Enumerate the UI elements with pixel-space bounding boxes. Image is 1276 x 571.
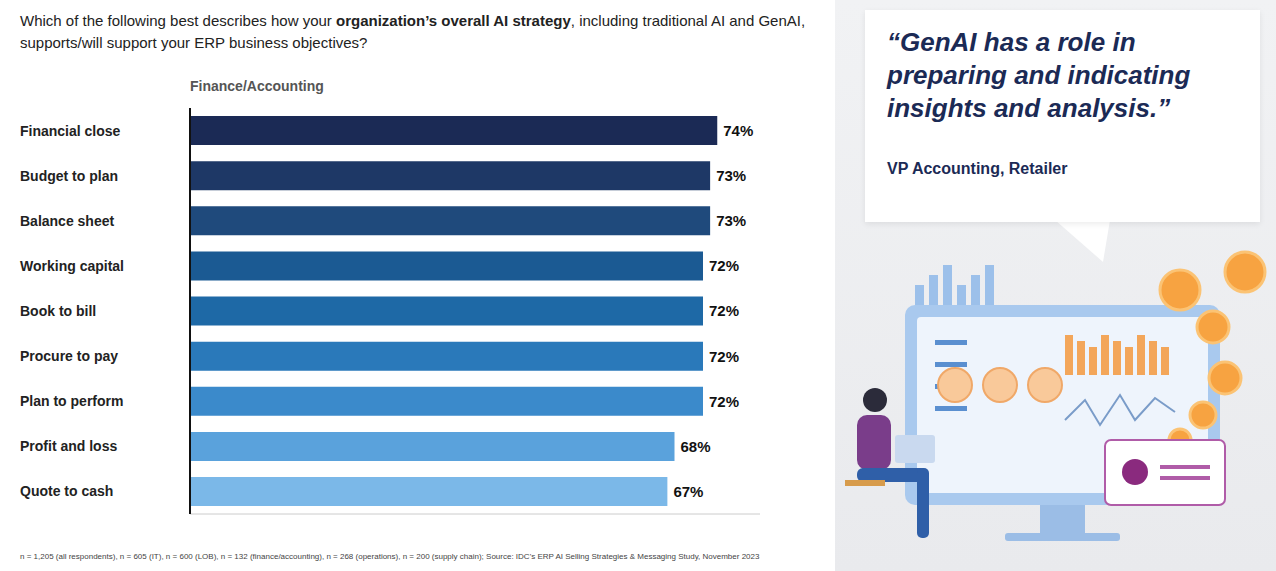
- html-text:“GenAI has a role in preparing: “GenAI has a role in preparing and indic…: [887, 27, 1191, 123]
- html-text:VP Accounting, Retailer: VP Accounting, Retailer: [887, 160, 1068, 177]
- svg-text:Plan to perform: Plan to perform: [20, 393, 123, 409]
- html-text:n = 1,205 (all respondents), n: n = 1,205 (all respondents), n = 605 (IT…: [20, 552, 760, 561]
- html-text:Finance/Accounting: Finance/Accounting: [190, 78, 324, 94]
- svg-text:Procure to pay: Procure to pay: [20, 348, 118, 364]
- svg-text:72%: 72%: [709, 348, 739, 365]
- svg-text:Working capital: Working capital: [20, 258, 124, 274]
- svg-text:Balance sheet: Balance sheet: [20, 213, 114, 229]
- svg-text:72%: 72%: [709, 393, 739, 410]
- svg-text:Profit and loss: Profit and loss: [20, 438, 117, 454]
- svg-text:Book to bill: Book to bill: [20, 303, 96, 319]
- svg-text:73%: 73%: [716, 167, 746, 184]
- svg-text:67%: 67%: [673, 483, 703, 500]
- svg-text:Financial close: Financial close: [20, 123, 121, 139]
- svg-text:72%: 72%: [709, 302, 739, 319]
- svg-text:73%: 73%: [716, 212, 746, 229]
- html-text:Which of the following best de: Which of the following best describes ho…: [20, 12, 806, 51]
- svg-text:72%: 72%: [709, 257, 739, 274]
- svg-text:74%: 74%: [723, 122, 753, 139]
- svg-text:Quote to cash: Quote to cash: [20, 483, 113, 499]
- svg-text:68%: 68%: [681, 438, 711, 455]
- svg-text:Budget to plan: Budget to plan: [20, 168, 118, 184]
